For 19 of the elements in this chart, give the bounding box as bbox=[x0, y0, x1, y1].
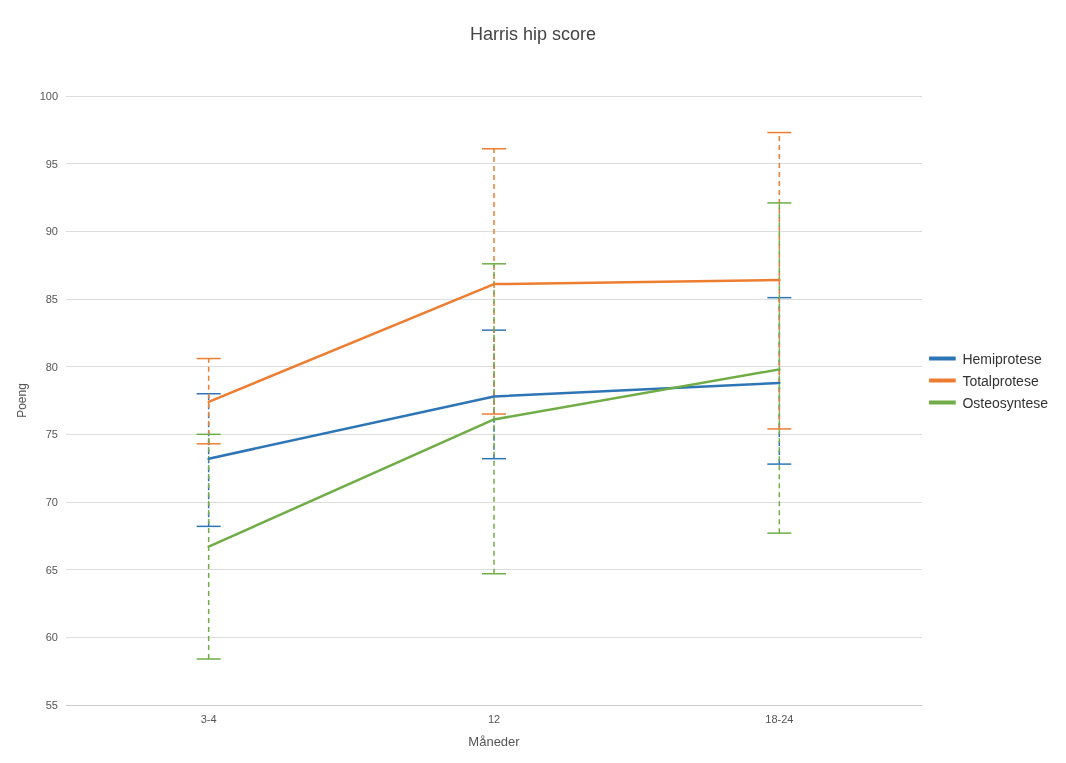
y-tick-label: 85 bbox=[45, 293, 58, 305]
legend-label: Osteosyntese bbox=[962, 394, 1049, 411]
y-axis-title: Poeng bbox=[15, 383, 29, 418]
x-axis-title: Måneder bbox=[468, 734, 521, 749]
x-tick-label: 18-24 bbox=[765, 712, 794, 725]
y-tick-label: 55 bbox=[45, 699, 58, 711]
legend-label: Totalprotese bbox=[962, 372, 1039, 389]
y-tick-label: 60 bbox=[45, 631, 58, 644]
y-tick-label: 90 bbox=[45, 225, 58, 238]
y-tick-label: 95 bbox=[45, 157, 58, 170]
legend-label: Hemiprotese bbox=[962, 350, 1042, 367]
chart-title: Harris hip score bbox=[469, 24, 597, 44]
y-tick-label: 70 bbox=[45, 496, 58, 508]
y-tick-label: 65 bbox=[45, 563, 58, 576]
x-tick-label: 12 bbox=[487, 712, 501, 725]
x-tick-label: 3-4 bbox=[200, 712, 217, 725]
y-tick-label: 100 bbox=[39, 90, 58, 102]
y-tick-label: 75 bbox=[45, 428, 58, 441]
y-tick-label: 80 bbox=[45, 360, 58, 373]
